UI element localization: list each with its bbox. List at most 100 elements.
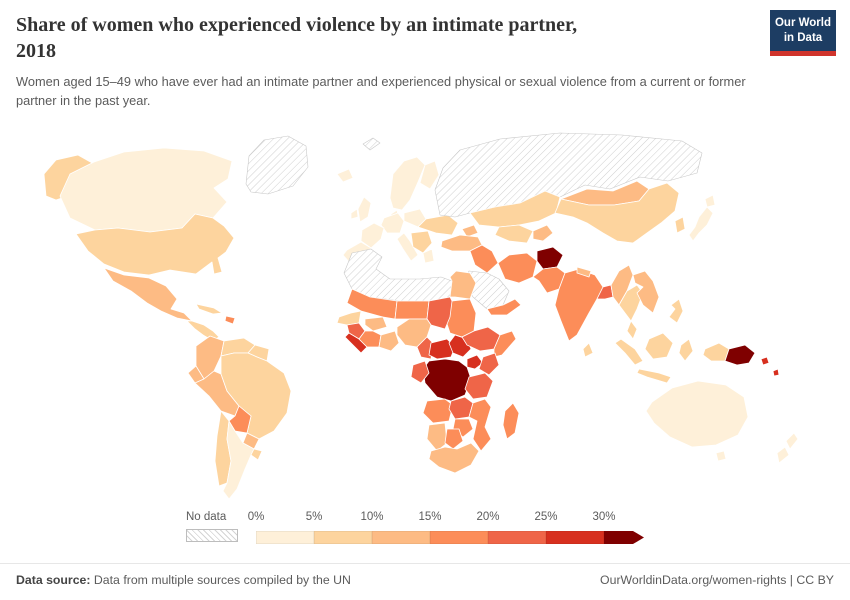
legend-tick-label: 5% xyxy=(305,511,323,523)
region-greenland[interactable] xyxy=(245,135,309,195)
region-tanzania[interactable] xyxy=(464,372,494,400)
legend-color-segment[interactable] xyxy=(430,531,488,544)
region-argentina[interactable] xyxy=(222,420,255,500)
region-afghanistan[interactable] xyxy=(536,246,564,270)
legend-tick-label: 0% xyxy=(247,511,265,523)
region-balkans[interactable] xyxy=(410,230,433,254)
region-kyrgyzstan-tajikistan[interactable] xyxy=(532,224,554,242)
region-sri-lanka[interactable] xyxy=(582,342,594,358)
region-pakistan[interactable] xyxy=(532,266,566,294)
region-uruguay[interactable] xyxy=(250,448,263,461)
legend-tick-label: 15% xyxy=(418,511,442,523)
legend-color-segment[interactable] xyxy=(256,531,314,544)
legend-color-bar: 0% 5% 10% 15% 20% 25% 30% xyxy=(248,511,676,547)
data-source-text: Data from multiple sources compiled by t… xyxy=(93,573,351,587)
region-iraq-syria[interactable] xyxy=(469,244,499,274)
region-burkina-faso[interactable] xyxy=(364,316,388,332)
region-cuba[interactable] xyxy=(195,303,223,315)
chart-footer: Data source: Data from multiple sources … xyxy=(0,563,850,600)
legend-no-data: No data xyxy=(186,511,238,542)
owid-logo[interactable]: Our World in Data xyxy=(770,10,836,56)
owid-logo-line2: in Data xyxy=(783,31,823,44)
region-botswana[interactable] xyxy=(444,428,464,450)
chart-subtitle: Women aged 15–49 who have ever had an in… xyxy=(16,73,746,108)
region-central-europe[interactable] xyxy=(380,212,405,234)
region-ethiopia[interactable] xyxy=(461,326,501,352)
region-tasmania[interactable] xyxy=(715,450,727,462)
region-finland[interactable] xyxy=(419,160,440,190)
region-madagascar[interactable] xyxy=(502,402,520,440)
map-area xyxy=(0,122,850,514)
legend-tick-label: 30% xyxy=(592,511,616,523)
region-philippines[interactable] xyxy=(668,298,684,324)
region-myanmar[interactable] xyxy=(610,264,634,306)
owid-logo-line1: Our World xyxy=(774,17,831,29)
chart-header: Share of women who experienced violence … xyxy=(16,12,750,110)
region-south-africa[interactable] xyxy=(428,442,480,474)
region-somalia[interactable] xyxy=(493,330,517,358)
region-united-states[interactable] xyxy=(75,213,235,276)
region-central-asia[interactable] xyxy=(494,224,534,244)
region-west-papua[interactable] xyxy=(702,342,730,362)
region-drc[interactable] xyxy=(422,358,472,402)
world-map xyxy=(43,132,799,500)
region-central-african-republic[interactable] xyxy=(428,338,456,360)
region-mozambique[interactable] xyxy=(468,398,492,452)
region-borneo[interactable] xyxy=(644,332,674,360)
no-data-swatch[interactable] xyxy=(186,529,238,542)
region-ireland[interactable] xyxy=(350,208,359,220)
legend-color-segment[interactable] xyxy=(488,531,546,544)
region-indochina[interactable] xyxy=(632,270,660,314)
region-brazil[interactable] xyxy=(220,352,292,440)
region-uganda[interactable] xyxy=(466,354,484,370)
region-ghana-togo-benin[interactable] xyxy=(378,330,400,352)
no-data-label: No data xyxy=(186,511,227,523)
region-india[interactable] xyxy=(554,268,604,342)
region-thailand[interactable] xyxy=(618,284,644,322)
region-vanuatu[interactable] xyxy=(772,368,780,377)
region-mexico[interactable] xyxy=(103,267,193,322)
region-scandinavia[interactable] xyxy=(389,156,426,211)
region-iran[interactable] xyxy=(497,252,538,284)
legend-arrow-segment[interactable] xyxy=(604,531,644,544)
region-svalbard[interactable] xyxy=(362,137,381,151)
region-niger[interactable] xyxy=(394,300,430,320)
region-new-zealand-south[interactable] xyxy=(776,446,790,464)
region-kenya[interactable] xyxy=(478,352,500,376)
region-malaysia[interactable] xyxy=(626,320,638,340)
region-congo-gabon[interactable] xyxy=(410,360,430,384)
region-java[interactable] xyxy=(636,368,672,384)
region-angola[interactable] xyxy=(422,398,454,424)
region-italy[interactable] xyxy=(396,232,419,262)
region-france[interactable] xyxy=(360,222,385,249)
region-mali-mauritania[interactable] xyxy=(346,288,398,320)
region-united-kingdom[interactable] xyxy=(357,196,372,223)
region-australia[interactable] xyxy=(645,380,749,448)
region-greece[interactable] xyxy=(422,248,435,264)
region-solomon-islands[interactable] xyxy=(760,356,770,366)
region-namibia[interactable] xyxy=(426,422,448,452)
region-sulawesi[interactable] xyxy=(678,338,694,362)
region-egypt[interactable] xyxy=(449,270,477,300)
legend-color-segment[interactable] xyxy=(314,531,372,544)
page-title: Share of women who experienced violence … xyxy=(16,12,750,65)
footer-link[interactable]: OurWorldinData.org/women-rights | CC BY xyxy=(600,573,834,587)
region-nepal[interactable] xyxy=(576,266,592,278)
title-line2: 2018 xyxy=(16,40,56,63)
region-china[interactable] xyxy=(554,182,680,244)
legend-color-segment[interactable] xyxy=(372,531,430,544)
region-bangladesh[interactable] xyxy=(596,284,614,300)
region-sumatra[interactable] xyxy=(614,338,644,366)
region-japan[interactable] xyxy=(688,206,714,242)
region-caucasus[interactable] xyxy=(461,224,479,238)
region-iceland[interactable] xyxy=(336,168,354,183)
region-new-zealand-north[interactable] xyxy=(785,432,799,450)
region-hispaniola[interactable] xyxy=(224,315,236,325)
legend-color-segment[interactable] xyxy=(546,531,604,544)
region-korea[interactable] xyxy=(674,216,686,234)
map-legend: No data 0% 5% 10% 15% 20% 25% 30% xyxy=(186,511,676,547)
region-papua-new-guinea[interactable] xyxy=(724,344,756,366)
legend-tick-label: 25% xyxy=(534,511,558,523)
region-hokkaido[interactable] xyxy=(704,194,716,208)
region-yemen-oman[interactable] xyxy=(486,298,522,316)
